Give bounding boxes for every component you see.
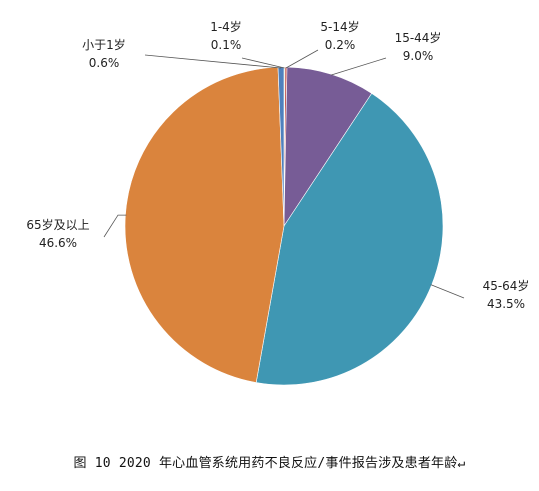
leader-line-0 <box>144 54 282 69</box>
slice-value-label-4: 43.5% <box>487 297 525 311</box>
slice-category-label-3: 15-44岁 <box>395 30 442 45</box>
leader-lines <box>103 49 465 299</box>
figure-caption: 图 10 2020 年心血管系统用药不良反应/事件报告涉及患者年龄↵ <box>73 456 466 471</box>
slice-category-label-5: 65岁及以上 <box>26 217 89 232</box>
slice-labels: 小于1岁 0.6% 1-4岁 0.1% 5-14岁 0.2% 15-44岁 9.0% 45-64… <box>26 19 529 311</box>
slice-category-label-2: 5-14岁 <box>320 19 359 34</box>
pie-slices <box>124 66 444 386</box>
pie-slice-3 <box>283 66 373 228</box>
slice-value-label-1: 0.1% <box>211 38 242 52</box>
leader-line-3 <box>330 57 387 76</box>
slice-value-label-2: 0.2% <box>325 38 356 52</box>
slice-value-label-3: 9.0% <box>403 49 434 63</box>
leader-line-2 <box>285 49 319 69</box>
leader-line-4 <box>430 284 465 299</box>
slice-category-label-0: 小于1岁 <box>82 37 126 52</box>
leader-line-1 <box>241 57 285 69</box>
pie-slice-5 <box>124 66 285 383</box>
leader-line-5 <box>103 214 127 238</box>
slice-category-label-4: 45-64岁 <box>483 278 530 293</box>
slice-value-label-5: 46.6% <box>39 236 77 250</box>
slice-category-label-1: 1-4岁 <box>210 19 242 34</box>
slice-value-label-0: 0.6% <box>89 56 120 70</box>
